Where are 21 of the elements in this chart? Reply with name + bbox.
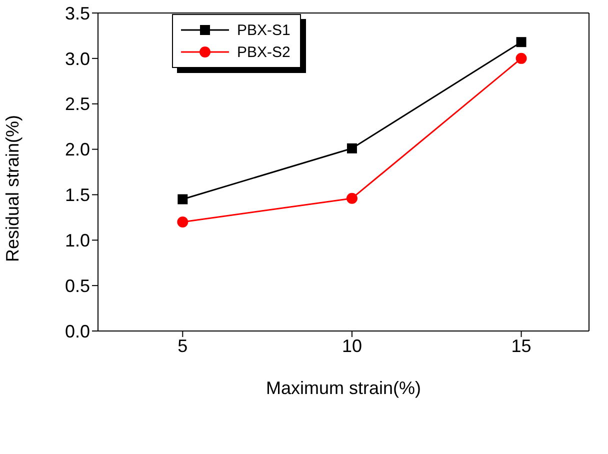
point (346, 143, 357, 154)
y-axis-title: Residual strain(%) (2, 114, 22, 262)
y-tick-label: 3.5 (64, 3, 90, 24)
x-tick-label: 5 (178, 336, 188, 356)
x-tick-label: 10 (342, 336, 362, 356)
y-tick-label: 1.5 (64, 185, 90, 206)
y-tick-label: 3.0 (64, 48, 90, 69)
point (178, 194, 188, 204)
y-tick-label: 1.0 (64, 230, 90, 251)
point (516, 52, 527, 64)
y-tick-label: 2.0 (64, 140, 90, 160)
x-axis-title: Maximum strain(%) (266, 378, 422, 398)
point (177, 216, 188, 228)
x-tick-label: 15 (511, 336, 532, 356)
point (516, 37, 526, 48)
y-tick-label: 2.5 (64, 94, 90, 114)
point (346, 192, 358, 204)
legend-label: PBX-S1 (237, 22, 290, 38)
y-tick-label: 0.5 (64, 276, 90, 296)
legend-label: PBX-S2 (237, 44, 290, 60)
y-tick-label: 0.0 (64, 321, 90, 342)
